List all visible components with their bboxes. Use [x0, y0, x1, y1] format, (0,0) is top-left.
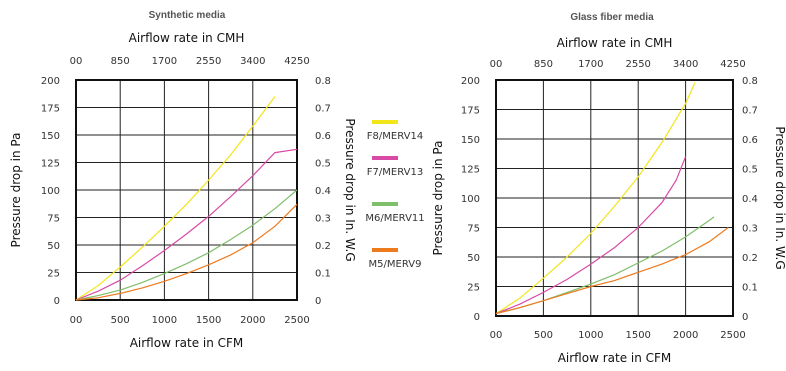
chart-title: Glass fiber media — [570, 12, 654, 23]
y-tick-label: 125 — [41, 159, 60, 170]
series-line-m6-merv11 — [75, 189, 298, 301]
left-axis-title: Pressure drop in Pa — [431, 141, 445, 256]
legend-swatch — [372, 202, 398, 206]
y-tick-label: 75 — [467, 224, 480, 235]
y-tick-label: 125 — [461, 165, 480, 176]
y-tick-label: 200 — [41, 76, 60, 87]
legend-swatch — [372, 248, 398, 252]
y2-tick-label: 0.6 — [315, 131, 331, 142]
y-tick-label: 175 — [461, 106, 480, 117]
x-tick-label: 2500 — [284, 315, 309, 326]
y-tick-label: 75 — [47, 214, 60, 225]
chart-title: Synthetic media — [149, 10, 226, 21]
y-tick-label: 150 — [41, 131, 60, 142]
y2-tick-label: 0.8 — [315, 76, 331, 87]
y2-tick-label: 0.2 — [315, 241, 331, 252]
x2-tick-label: 2550 — [625, 59, 650, 70]
x-tick-label: 00 — [490, 330, 503, 341]
y2-tick-label: 0.8 — [742, 76, 758, 87]
series-line-m5-merv9 — [75, 203, 298, 301]
top-axis-title: Airflow rate in CMH — [129, 31, 245, 45]
x2-tick-label: 850 — [111, 56, 130, 67]
y2-tick-label: 0.3 — [315, 214, 331, 225]
y-tick-label: 175 — [41, 104, 60, 115]
x2-tick-label: 1700 — [152, 56, 177, 67]
legend-label: M6/MERV11 — [365, 213, 424, 224]
x-tick-label: 2000 — [240, 315, 265, 326]
y-tick-label: 200 — [461, 76, 480, 87]
x-tick-label: 00 — [70, 315, 83, 326]
series-line-f7-merv13 — [495, 156, 687, 315]
y2-tick-label: 0 — [742, 312, 748, 323]
x2-tick-label: 850 — [534, 59, 553, 70]
series-line-f8-merv14 — [75, 96, 276, 301]
legend: F8/MERV14 F7/MERV13 M6/MERV11 M5/MERV9 — [365, 120, 425, 270]
y-tick-label: 150 — [461, 135, 480, 146]
x-tick-label: 500 — [534, 330, 553, 341]
legend-swatch — [372, 120, 398, 124]
y2-tick-label: 0.7 — [742, 106, 758, 117]
y2-tick-label: 0.4 — [742, 194, 758, 205]
y2-tick-label: 0.5 — [315, 159, 331, 170]
y-tick-label: 50 — [467, 253, 480, 264]
x-tick-label: 2000 — [673, 330, 698, 341]
y-tick-label: 25 — [467, 283, 480, 294]
x-tick-label: 500 — [111, 315, 130, 326]
y-tick-label: 100 — [461, 194, 480, 205]
bottom-axis-title: Airflow rate in CFM — [558, 351, 672, 365]
y-tick-label: 0 — [474, 312, 480, 323]
x-tick-label: 2500 — [720, 330, 745, 341]
y-tick-label: 25 — [47, 269, 60, 280]
series-line-f7-merv13 — [75, 148, 298, 301]
y2-tick-label: 0.6 — [742, 135, 758, 146]
x-tick-label: 1000 — [578, 330, 603, 341]
right-axis-title: Pressure drop in In. W.G — [773, 126, 786, 269]
x-tick-label: 1500 — [625, 330, 650, 341]
right-axis-title: Pressure drop in In. W.G — [343, 118, 357, 261]
x2-tick-label: 00 — [70, 56, 83, 67]
x-tick-label: 1000 — [152, 315, 177, 326]
legend-swatch — [372, 156, 398, 160]
x2-tick-label: 3400 — [673, 59, 698, 70]
x2-tick-label: 00 — [490, 59, 503, 70]
legend-label: F7/MERV13 — [367, 167, 423, 178]
left-axis-title: Pressure drop in Pa — [9, 133, 23, 248]
y2-tick-label: 0.1 — [315, 269, 331, 280]
y2-tick-label: 0.7 — [315, 104, 331, 115]
plot-area-frame — [495, 79, 734, 317]
y-tick-label: 0 — [54, 296, 60, 307]
x2-tick-label: 3400 — [240, 56, 265, 67]
series-line-m5-merv9 — [495, 227, 729, 315]
y2-tick-label: 0.4 — [315, 186, 331, 197]
legend-label: M5/MERV9 — [369, 259, 422, 270]
series-line-f8-merv14 — [495, 82, 696, 315]
y2-tick-label: 0.5 — [742, 165, 758, 176]
y2-tick-label: 0.1 — [742, 283, 758, 294]
y-tick-label: 100 — [41, 186, 60, 197]
x2-tick-label: 1700 — [578, 59, 603, 70]
y2-tick-label: 0.3 — [742, 224, 758, 235]
x2-tick-label: 4250 — [284, 56, 309, 67]
y-tick-label: 50 — [47, 241, 60, 252]
bottom-axis-title: Airflow rate in CFM — [130, 336, 244, 350]
legend-label: F8/MERV14 — [367, 131, 423, 142]
x2-tick-label: 4250 — [720, 59, 745, 70]
x-tick-label: 1500 — [196, 315, 221, 326]
y2-tick-label: 0.2 — [742, 253, 758, 264]
top-axis-title: Airflow rate in CMH — [557, 36, 673, 50]
x2-tick-label: 2550 — [196, 56, 221, 67]
y2-tick-label: 0 — [315, 296, 321, 307]
